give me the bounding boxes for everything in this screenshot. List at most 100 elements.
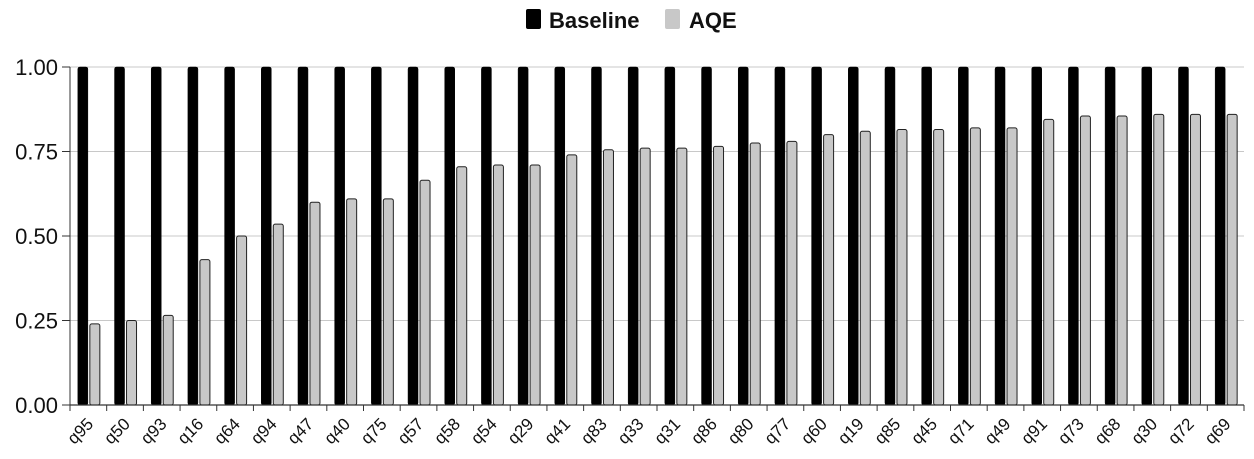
bar-aqe-q69: [1226, 113, 1238, 406]
legend-label-baseline: Baseline: [549, 8, 640, 33]
bar-aqe-q58: [456, 166, 468, 406]
bar-aqe-q80: [749, 142, 761, 406]
x-tick-label-q49: q49: [981, 414, 1014, 447]
x-tick-label-q57: q57: [394, 414, 427, 447]
bar-aqe-q60: [823, 134, 835, 406]
bar-baseline-q69: [1214, 66, 1226, 406]
bar-baseline-q83: [591, 66, 602, 406]
bar-aqe-q49: [1006, 127, 1018, 406]
bar-baseline-q50: [114, 66, 125, 406]
bar-baseline-q40: [334, 66, 345, 406]
x-tick-label-q29: q29: [504, 414, 537, 447]
x-tick-label-q73: q73: [1054, 414, 1087, 447]
axes: [62, 66, 1245, 411]
bar-baseline-q30: [1141, 66, 1153, 406]
bar-baseline-q64: [224, 66, 235, 406]
x-tick-label-q86: q86: [687, 414, 720, 447]
bar-aqe-q50: [126, 320, 138, 406]
bar-aqe-q41: [566, 154, 578, 406]
bar-baseline-q29: [517, 66, 529, 406]
x-tick-label-q40: q40: [320, 414, 353, 447]
bar-aqe-q85: [896, 129, 908, 406]
bar-baseline-q72: [1178, 66, 1189, 406]
x-tick-label-q41: q41: [541, 414, 574, 447]
x-tick-label-q31: q31: [651, 414, 684, 447]
x-tick-label-q80: q80: [724, 414, 757, 447]
bar-baseline-q85: [884, 66, 896, 406]
bar-aqe-q31: [676, 147, 688, 406]
bar-aqe-q75: [382, 198, 394, 406]
bar-aqe-q93: [162, 314, 174, 406]
bar-aqe-q64: [236, 235, 248, 406]
bar-baseline-q80: [737, 66, 749, 406]
y-tick-label: 0.25: [15, 309, 58, 334]
bar-baseline-q93: [150, 66, 162, 406]
bar-baseline-q73: [1068, 66, 1079, 406]
x-tick-label-q93: q93: [137, 414, 170, 447]
x-tick-label-q83: q83: [577, 414, 610, 447]
x-tick-label-q54: q54: [467, 414, 500, 447]
x-tick-label-q77: q77: [761, 414, 794, 447]
x-tick-label-q19: q19: [834, 414, 867, 447]
x-tick-label-q33: q33: [614, 414, 647, 447]
bar-baseline-q75: [371, 66, 382, 406]
x-tick-label-q64: q64: [210, 414, 243, 447]
bar-aqe-q68: [1116, 115, 1128, 406]
bar-baseline-q95: [77, 66, 89, 406]
bar-aqe-q30: [1153, 113, 1165, 406]
bar-aqe-q54: [492, 164, 504, 406]
bar-baseline-q60: [811, 66, 822, 406]
bar-baseline-q57: [407, 66, 419, 406]
x-tick-label-q69: q69: [1201, 414, 1234, 447]
y-tick-labels: 0.00 0.25 0.50 0.75 1.00: [15, 55, 58, 418]
x-tick-label-q68: q68: [1091, 414, 1124, 447]
bar-aqe-q77: [786, 140, 798, 406]
bar-aqe-q40: [346, 198, 358, 406]
bar-aqe-q45: [933, 129, 945, 406]
bar-aqe-q71: [969, 127, 981, 406]
bar-aqe-q73: [1079, 115, 1091, 406]
bar-aqe-q29: [529, 164, 541, 406]
bar-baseline-q94: [261, 66, 272, 406]
bar-baseline-q47: [297, 66, 309, 406]
bar-aqe-q94: [272, 223, 284, 406]
x-tick-label-q75: q75: [357, 414, 390, 447]
bar-baseline-q86: [701, 66, 712, 406]
bar-aqe-q83: [602, 149, 614, 406]
x-tick-label-q50: q50: [100, 414, 133, 447]
legend: Baseline AQE: [526, 8, 737, 33]
bar-baseline-q33: [627, 66, 639, 406]
bar-baseline-q58: [444, 66, 455, 406]
bar-aqe-q47: [309, 201, 321, 406]
bar-baseline-q77: [774, 66, 786, 406]
bar-aqe-q95: [89, 323, 101, 406]
bar-baseline-q19: [848, 66, 859, 406]
bar-baseline-q31: [664, 66, 676, 406]
bar-baseline-q91: [1031, 66, 1042, 406]
bar-baseline-q68: [1104, 66, 1116, 406]
bar-aqe-q86: [713, 145, 725, 406]
x-tick-label-q85: q85: [871, 414, 904, 447]
y-tick-label: 1.00: [15, 55, 58, 80]
y-tick-label: 0.75: [15, 140, 58, 165]
bar-baseline-q54: [481, 66, 492, 406]
x-tick-label-q94: q94: [247, 414, 280, 447]
bar-aqe-q91: [1043, 118, 1055, 406]
x-tick-label-q95: q95: [64, 414, 97, 447]
x-tick-label-q71: q71: [944, 414, 977, 447]
x-tick-label-q45: q45: [907, 414, 940, 447]
legend-label-aqe: AQE: [689, 8, 737, 33]
bar-aqe-q16: [199, 259, 211, 406]
legend-swatch-aqe: [665, 9, 680, 29]
bar-aqe-q19: [859, 130, 871, 406]
bar-baseline-q49: [994, 66, 1006, 406]
x-tick-label-q58: q58: [431, 414, 464, 447]
legend-swatch-baseline: [526, 9, 541, 29]
y-tick-label: 0.00: [15, 393, 58, 418]
x-tick-label-q60: q60: [797, 414, 830, 447]
bar-baseline-q71: [958, 66, 969, 406]
bar-aqe-q72: [1189, 113, 1201, 406]
bar-aqe-q33: [639, 147, 651, 406]
